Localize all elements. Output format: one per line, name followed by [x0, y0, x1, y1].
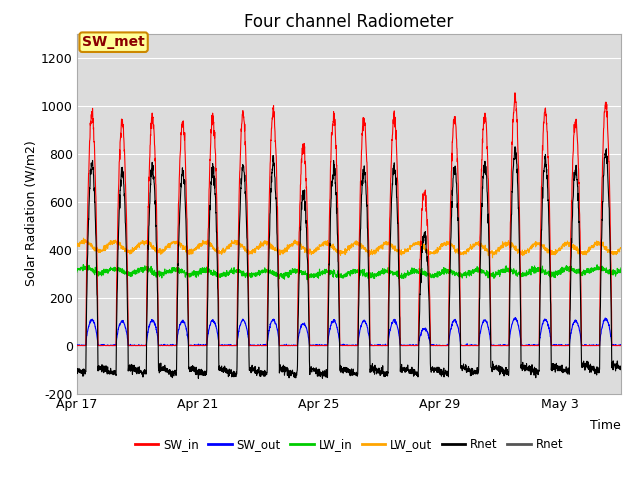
SW_in: [159, 343, 166, 348]
SW_in: [270, 114, 278, 120]
Rnet: [617, 363, 625, 369]
LW_out: [79, 235, 87, 241]
SW_out: [511, 315, 519, 321]
Rnet: [159, 366, 166, 372]
SW_in: [511, 90, 519, 96]
LW_in: [194, 271, 202, 276]
LW_out: [547, 247, 555, 253]
LW_in: [547, 272, 555, 277]
Rnet: [73, 371, 81, 376]
LW_in: [271, 271, 278, 276]
LW_in: [159, 270, 166, 276]
Rnet: [195, 375, 202, 381]
LW_out: [73, 242, 81, 248]
Legend: SW_in, SW_out, LW_in, LW_out, Rnet, Rnet: SW_in, SW_out, LW_in, LW_out, Rnet, Rnet: [130, 433, 568, 456]
LW_out: [159, 249, 166, 254]
SW_out: [547, 336, 554, 341]
SW_out: [73, 343, 81, 348]
LW_out: [271, 246, 278, 252]
Rnet: [547, 321, 555, 326]
LW_in: [126, 270, 134, 276]
SW_out: [193, 343, 201, 348]
SW_out: [617, 342, 625, 348]
SW_in: [617, 343, 625, 348]
LW_out: [617, 245, 625, 251]
LW_out: [366, 248, 374, 254]
SW_out: [159, 343, 166, 348]
Text: SW_met: SW_met: [82, 35, 145, 49]
Line: LW_in: LW_in: [77, 264, 621, 280]
Line: SW_out: SW_out: [77, 318, 621, 346]
LW_out: [194, 242, 202, 248]
Line: Rnet: Rnet: [77, 147, 621, 378]
Line: LW_out: LW_out: [77, 238, 621, 258]
Rnet: [366, 370, 374, 375]
SW_in: [125, 343, 133, 348]
Rnet: [511, 144, 518, 150]
SW_out: [125, 342, 133, 348]
SW_in: [547, 278, 554, 284]
Rnet: [271, 160, 278, 166]
LW_out: [126, 248, 134, 254]
Rnet: [193, 369, 201, 375]
LW_in: [367, 275, 374, 280]
Rnet: [125, 365, 133, 371]
Title: Four channel Radiometer: Four channel Radiometer: [244, 12, 453, 31]
SW_out: [270, 317, 278, 323]
LW_in: [303, 277, 311, 283]
SW_in: [366, 339, 374, 345]
SW_in: [193, 343, 201, 348]
Line: SW_in: SW_in: [77, 93, 621, 346]
SW_out: [366, 342, 374, 348]
SW_in: [73, 343, 81, 348]
Text: Time: Time: [590, 419, 621, 432]
Y-axis label: Solar Radiation (W/m2): Solar Radiation (W/m2): [25, 141, 38, 287]
LW_in: [79, 262, 87, 267]
LW_out: [489, 255, 497, 261]
LW_in: [617, 265, 625, 271]
LW_in: [73, 269, 81, 275]
